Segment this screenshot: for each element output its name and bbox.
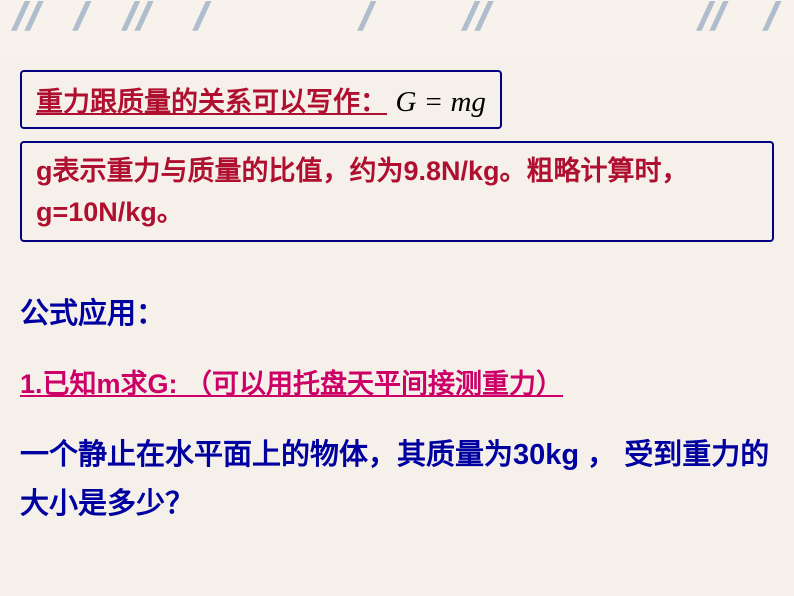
application-line: 1.已知m求G: （可以用托盘天平间接测重力） xyxy=(20,362,774,401)
formula-heading: 重力跟质量的关系可以写作： xyxy=(36,87,387,117)
hash-mark: // xyxy=(13,0,40,40)
hash-mark: / xyxy=(74,0,87,40)
app-label: 1.已知m求G: xyxy=(20,369,178,399)
note-text: g表示重力与质量的比值，约为9.8N/kg。粗略计算时，g=10N/kg。 xyxy=(36,151,758,232)
main-content: 重力跟质量的关系可以写作： G = mg g表示重力与质量的比值，约为9.8N/… xyxy=(0,55,794,530)
hash-mark: // xyxy=(698,0,725,40)
hash-mark: / xyxy=(764,0,777,40)
formula-box: 重力跟质量的关系可以写作： G = mg xyxy=(20,70,502,129)
note-box: g表示重力与质量的比值，约为9.8N/kg。粗略计算时，g=10N/kg。 xyxy=(20,141,774,242)
formula-equation: G = mg xyxy=(395,86,485,118)
app-note: （可以用托盘天平间接测重力） xyxy=(185,369,563,399)
section-title: 公式应用： xyxy=(20,290,774,332)
hash-mark: / xyxy=(194,0,207,40)
decorative-top-strip: // / // / / // // / xyxy=(0,0,794,55)
hash-mark: // xyxy=(463,0,490,40)
hash-mark: // xyxy=(123,0,150,40)
hash-mark: / xyxy=(359,0,372,40)
problem-text: 一个静止在水平面上的物体，其质量为30kg ， 受到重力的大小是多少？ xyxy=(20,431,774,530)
